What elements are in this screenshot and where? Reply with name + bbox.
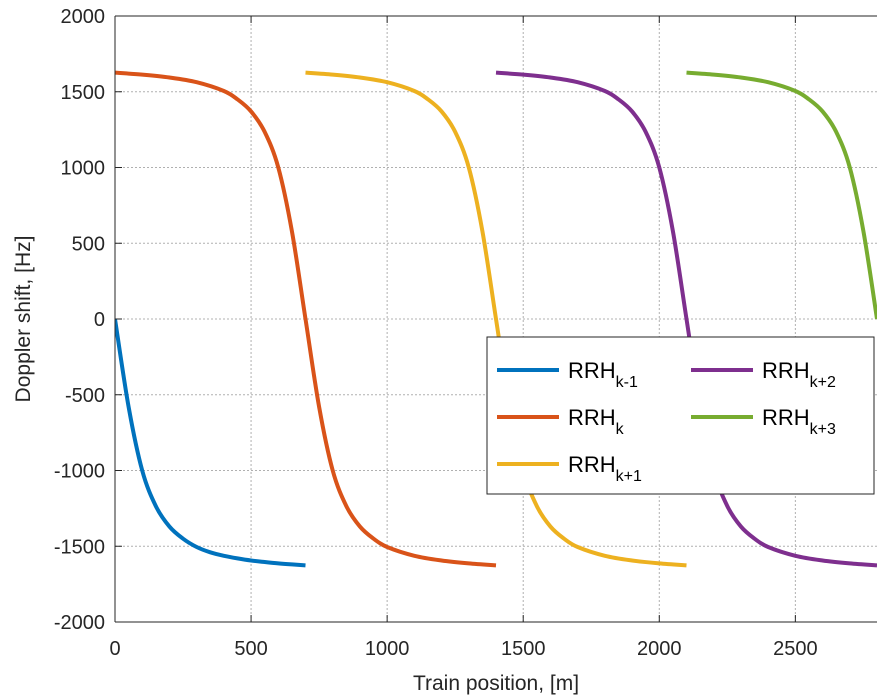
y-tick-label: 0 [94,309,105,331]
x-tick-label: 1000 [365,638,410,660]
y-tick-label: -1000 [54,461,105,483]
series-line-k [115,70,497,568]
legend: RRHk-1 RRHk RRHk+1 RRHk+2 RRHk+3 [486,336,875,495]
x-axis-title: Train position, [m] [413,672,579,695]
legend-label-k+2: RRHk+2 [762,358,836,391]
legend-label-k-1: RRHk-1 [568,358,638,391]
y-tick-label: -1500 [54,536,105,558]
y-tick-label: 1500 [61,82,106,104]
legend-label-k: RRHk [568,405,625,438]
x-tick-label: 0 [109,638,120,660]
x-tick-label: 2000 [637,638,682,660]
y-tick-label: 500 [72,233,105,255]
y-tick-label: -2000 [54,612,105,634]
x-tick-label: 1500 [501,638,546,660]
x-tick-label: 500 [234,638,267,660]
series-layer [115,70,877,568]
x-tick-label: 2500 [773,638,818,660]
series-line-k+2 [495,70,877,568]
y-axis-title: Doppler shift, [Hz] [12,236,35,403]
series-line-k+1 [305,70,687,568]
y-tick-label: 2000 [61,6,106,28]
series-line-k-1 [115,318,306,568]
legend-label-k+3: RRHk+3 [762,405,836,438]
legend-label-k+1: RRHk+1 [568,452,642,485]
y-tick-label: 1000 [61,158,106,180]
axes [114,15,877,623]
series-line-k+3 [686,70,877,320]
tick-labels: 0 500 1000 1500 2000 2500 -2000 -1500 -1000 -500 0… [54,6,818,660]
y-tick-label: -500 [65,385,105,407]
